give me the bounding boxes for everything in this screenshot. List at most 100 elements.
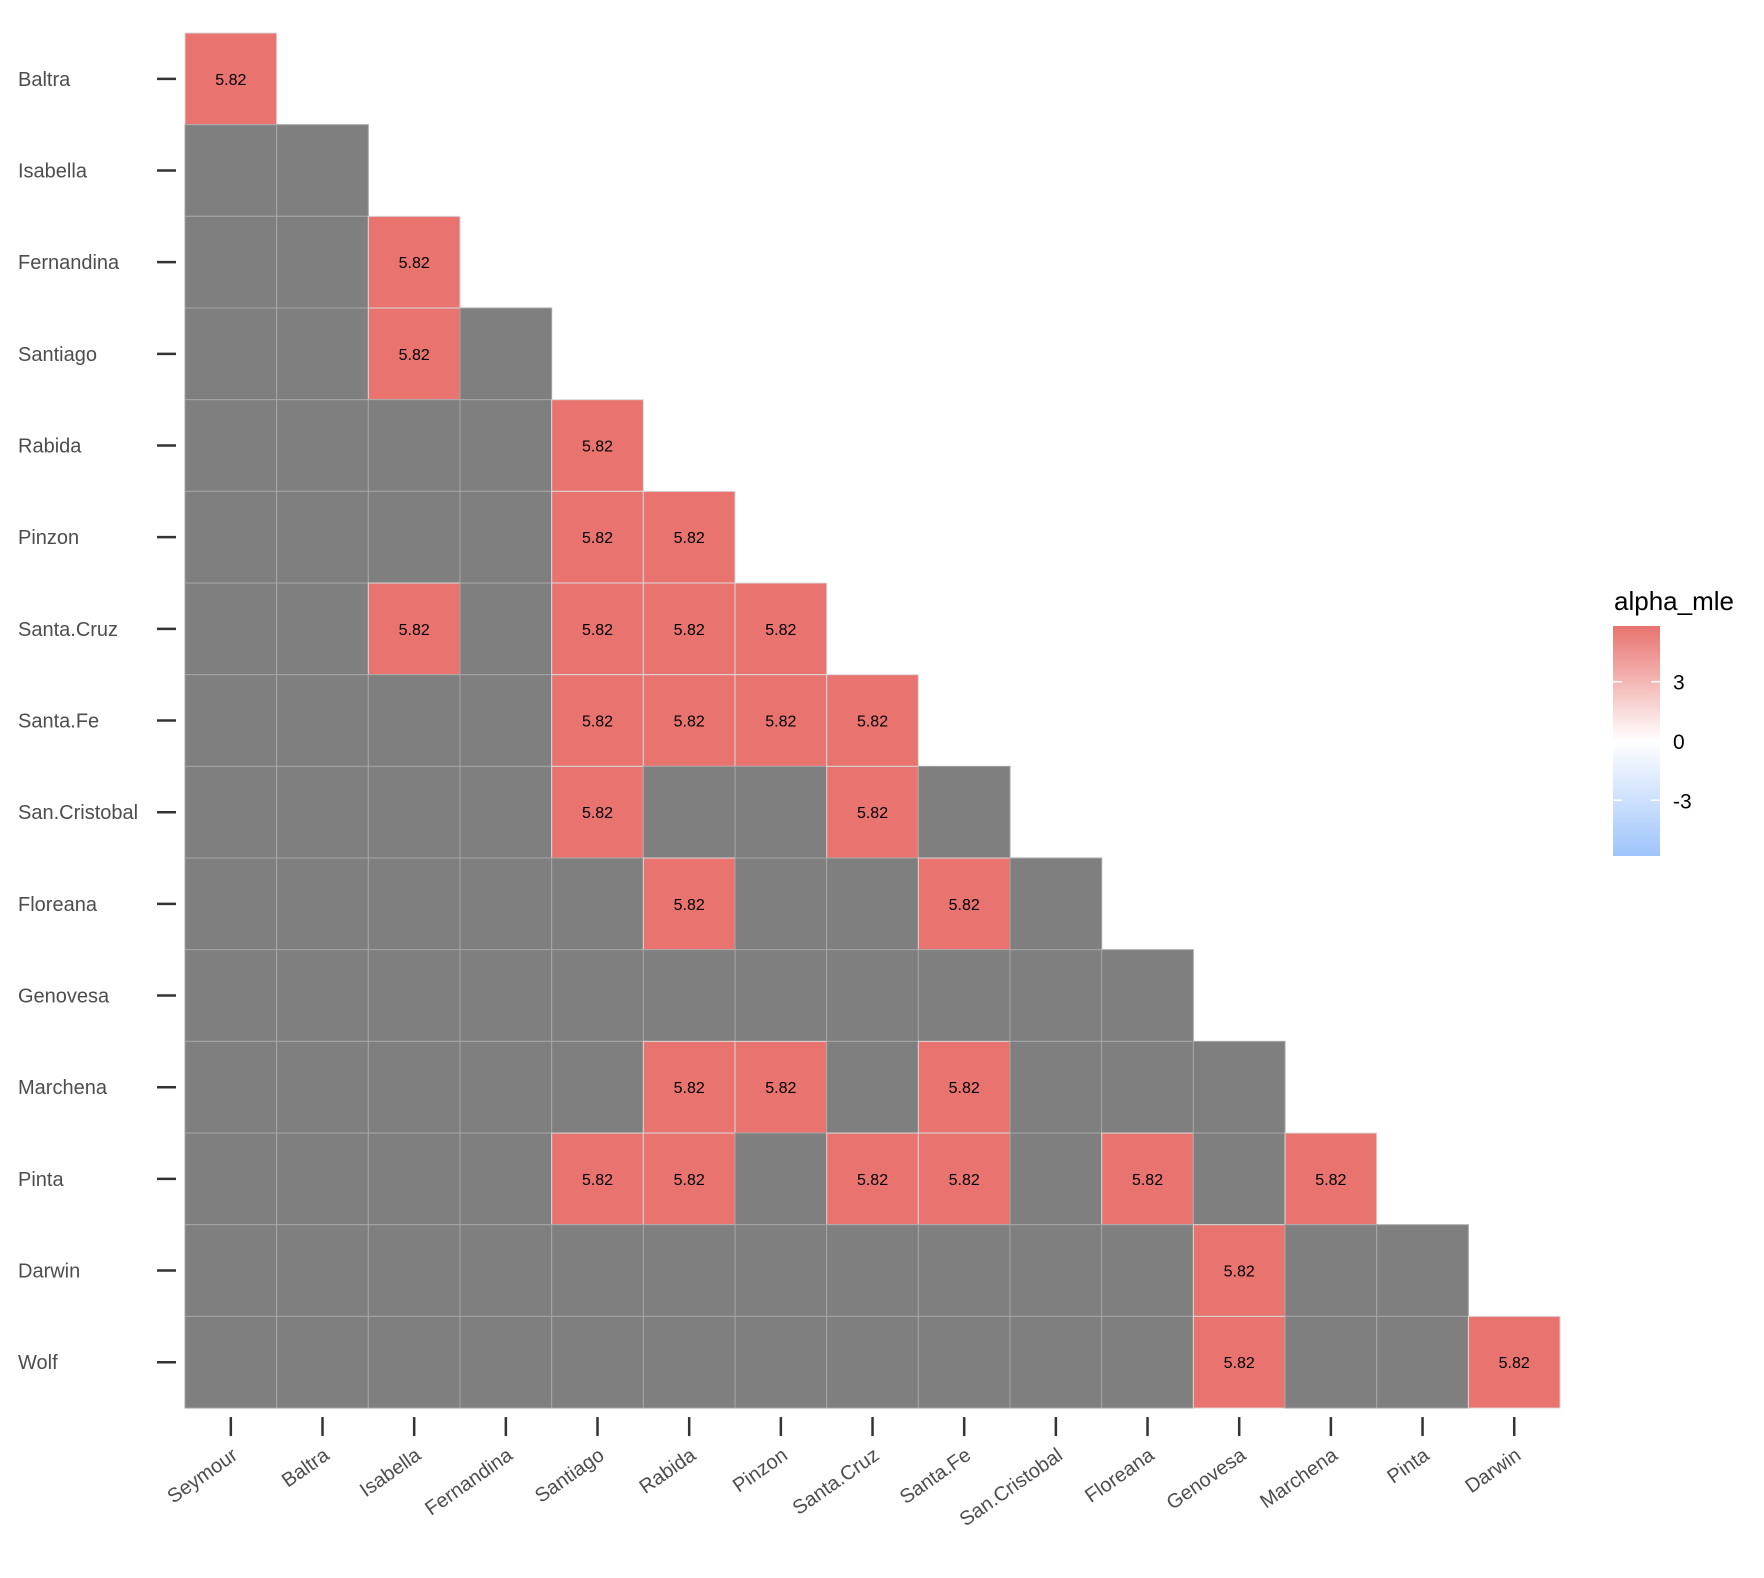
heatmap-cell-Darwin-Floreana bbox=[1101, 1224, 1194, 1317]
heatmap-cell-Pinta-Rabida bbox=[642, 1132, 736, 1226]
x-tick-label: Genovesa bbox=[1163, 1444, 1251, 1515]
heatmap-cell-Rabida-Santiago bbox=[551, 399, 644, 492]
heatmap-cell-Darwin-Santa.Fe bbox=[917, 1224, 1011, 1317]
cell-value-label: 5.82 bbox=[674, 1080, 705, 1097]
x-tick-label: Pinzon bbox=[729, 1444, 792, 1497]
x-tick-label: Santa.Fe bbox=[896, 1444, 975, 1509]
heatmap-cell-Wolf-San.Cristobal bbox=[1009, 1315, 1103, 1409]
heatmap-cell-Santiago-Fernandina bbox=[459, 307, 553, 401]
y-tick-label: Isabella bbox=[18, 161, 88, 183]
heatmap-cell-Wolf-Rabida bbox=[642, 1315, 736, 1409]
heatmap-cell-Marchena-Seymour bbox=[184, 1040, 278, 1134]
heatmap-cell-Santa.Fe-Santa.Cruz bbox=[826, 674, 919, 767]
y-tick-label: Pinta bbox=[18, 1169, 64, 1191]
heatmap-cell-Darwin-Santiago bbox=[551, 1224, 644, 1317]
heatmap-cell-Genovesa-Santa.Cruz bbox=[826, 949, 919, 1042]
heatmap-cells: 5.82 5.82 5.82 5.82 5.82 5.82 5.82 5.82 5.82 5.82… bbox=[184, 32, 1561, 1409]
heatmap-cell-San.Cristobal-Santa.Fe bbox=[917, 765, 1011, 859]
heatmap-cell-Genovesa-Seymour bbox=[184, 949, 278, 1042]
heatmap-cell-Floreana-Santa.Fe bbox=[917, 857, 1011, 951]
heatmap-cell-Marchena-Santa.Fe bbox=[917, 1040, 1011, 1134]
heatmap-cell-Pinta-Seymour bbox=[184, 1132, 278, 1226]
heatmap-cell-Pinta-Santiago bbox=[551, 1132, 644, 1226]
heatmap-cell-Darwin-Pinta bbox=[1376, 1224, 1469, 1317]
x-tick-label: San.Cristobal bbox=[956, 1444, 1067, 1531]
heatmap-cell-Santa.Cruz-Baltra bbox=[276, 582, 369, 676]
y-tick-label: Floreana bbox=[18, 894, 98, 916]
cell-value-label: 5.82 bbox=[399, 255, 430, 272]
cell-value-label: 5.82 bbox=[857, 714, 888, 731]
heatmap-cell-Santa.Fe-Baltra bbox=[276, 674, 369, 767]
heatmap-cell-Darwin-Marchena bbox=[1284, 1224, 1378, 1317]
cell-value-label: 5.82 bbox=[674, 530, 705, 547]
heatmap-cell-Wolf-Santiago bbox=[551, 1315, 644, 1409]
y-tick-label: Darwin bbox=[18, 1261, 80, 1283]
heatmap-cell-Floreana-Fernandina bbox=[459, 857, 553, 951]
cell-value-label: 5.82 bbox=[949, 1172, 980, 1189]
heatmap-cell-San.Cristobal-Rabida bbox=[642, 765, 736, 859]
heatmap-cell-San.Cristobal-Pinzon bbox=[734, 765, 828, 859]
heatmap-cell-Marchena-Rabida bbox=[642, 1040, 736, 1134]
heatmap-cell-Floreana-Santiago bbox=[551, 857, 644, 951]
heatmap-cell-Genovesa-Fernandina bbox=[459, 949, 553, 1042]
heatmap-cell-Pinta-Pinzon bbox=[734, 1132, 828, 1226]
heatmap-cell-Darwin-Genovesa bbox=[1192, 1224, 1286, 1317]
heatmap-cell-Santa.Fe-Isabella bbox=[367, 674, 461, 767]
legend-tick-label: -3 bbox=[1673, 790, 1692, 813]
y-axis: Baltra Isabella Fernandina Santiago Rabida Pi… bbox=[18, 69, 176, 1374]
legend-tick-label: 0 bbox=[1673, 731, 1685, 754]
cell-value-label: 5.82 bbox=[582, 805, 613, 822]
heatmap-cell-Marchena-Santa.Cruz bbox=[826, 1040, 919, 1134]
y-tick-label: Pinzon bbox=[18, 527, 79, 549]
heatmap-cell-Darwin-Seymour bbox=[184, 1224, 278, 1317]
heatmap-cell-Rabida-Seymour bbox=[184, 399, 278, 492]
heatmap-cell-Pinta-Fernandina bbox=[459, 1132, 553, 1226]
heatmap-cell-Genovesa-Floreana bbox=[1101, 949, 1194, 1042]
heatmap-cell-Genovesa-Pinzon bbox=[734, 949, 828, 1042]
heatmap-cell-Genovesa-Santiago bbox=[551, 949, 644, 1042]
heatmap-cell-San.Cristobal-Seymour bbox=[184, 765, 278, 859]
x-tick-label: Santa.Cruz bbox=[789, 1444, 884, 1519]
heatmap-cell-Darwin-Isabella bbox=[367, 1224, 461, 1317]
legend-tick-label: 3 bbox=[1673, 672, 1685, 695]
heatmap-cell-Santa.Fe-Seymour bbox=[184, 674, 278, 767]
heatmap-cell-Marchena-Santiago bbox=[551, 1040, 644, 1134]
x-tick-label: Marchena bbox=[1256, 1444, 1342, 1514]
x-tick-label: Pinta bbox=[1383, 1444, 1434, 1489]
cell-value-label: 5.82 bbox=[582, 439, 613, 456]
heatmap-cell-Pinta-Marchena bbox=[1284, 1132, 1378, 1226]
cell-value-label: 5.82 bbox=[1132, 1172, 1163, 1189]
x-tick-label: Fernandina bbox=[421, 1444, 517, 1521]
heatmap-cell-Floreana-Baltra bbox=[276, 857, 369, 951]
y-tick-label: Baltra bbox=[18, 69, 71, 91]
cell-value-label: 5.82 bbox=[765, 714, 796, 731]
heatmap-cell-Marchena-Fernandina bbox=[459, 1040, 553, 1134]
heatmap-cell-Floreana-San.Cristobal bbox=[1009, 857, 1103, 951]
heatmap-cell-Darwin-Pinzon bbox=[734, 1224, 828, 1317]
heatmap-cell-Pinzon-Isabella bbox=[367, 490, 461, 584]
heatmap-cell-Wolf-Darwin bbox=[1467, 1315, 1561, 1409]
cell-value-label: 5.82 bbox=[765, 1080, 796, 1097]
heatmap-cell-Wolf-Floreana bbox=[1101, 1315, 1194, 1409]
heatmap-cell-Darwin-Santa.Cruz bbox=[826, 1224, 919, 1317]
heatmap-cell-Wolf-Pinta bbox=[1376, 1315, 1469, 1409]
heatmap-cell-Genovesa-Rabida bbox=[642, 949, 736, 1042]
heatmap-cell-Marchena-Pinzon bbox=[734, 1040, 828, 1134]
heatmap-cell-Pinzon-Fernandina bbox=[459, 490, 553, 584]
heatmap-cell-San.Cristobal-Isabella bbox=[367, 765, 461, 859]
cell-value-label: 5.82 bbox=[1224, 1355, 1255, 1372]
heatmap-cell-Santa.Fe-Fernandina bbox=[459, 674, 553, 767]
y-tick-label: Fernandina bbox=[18, 252, 120, 274]
y-tick-label: Santiago bbox=[18, 344, 97, 366]
heatmap-cell-Marchena-Baltra bbox=[276, 1040, 369, 1134]
x-tick-label: Santiago bbox=[531, 1444, 608, 1507]
cell-value-label: 5.82 bbox=[582, 714, 613, 731]
heatmap-cell-Santa.Cruz-Santiago bbox=[551, 582, 644, 676]
heatmap-cell-Pinta-San.Cristobal bbox=[1009, 1132, 1103, 1226]
heatmap-cell-Darwin-Fernandina bbox=[459, 1224, 553, 1317]
y-tick-label: San.Cristobal bbox=[18, 802, 138, 824]
heatmap-cell-Pinta-Baltra bbox=[276, 1132, 369, 1226]
heatmap-cell-Darwin-San.Cristobal bbox=[1009, 1224, 1103, 1317]
